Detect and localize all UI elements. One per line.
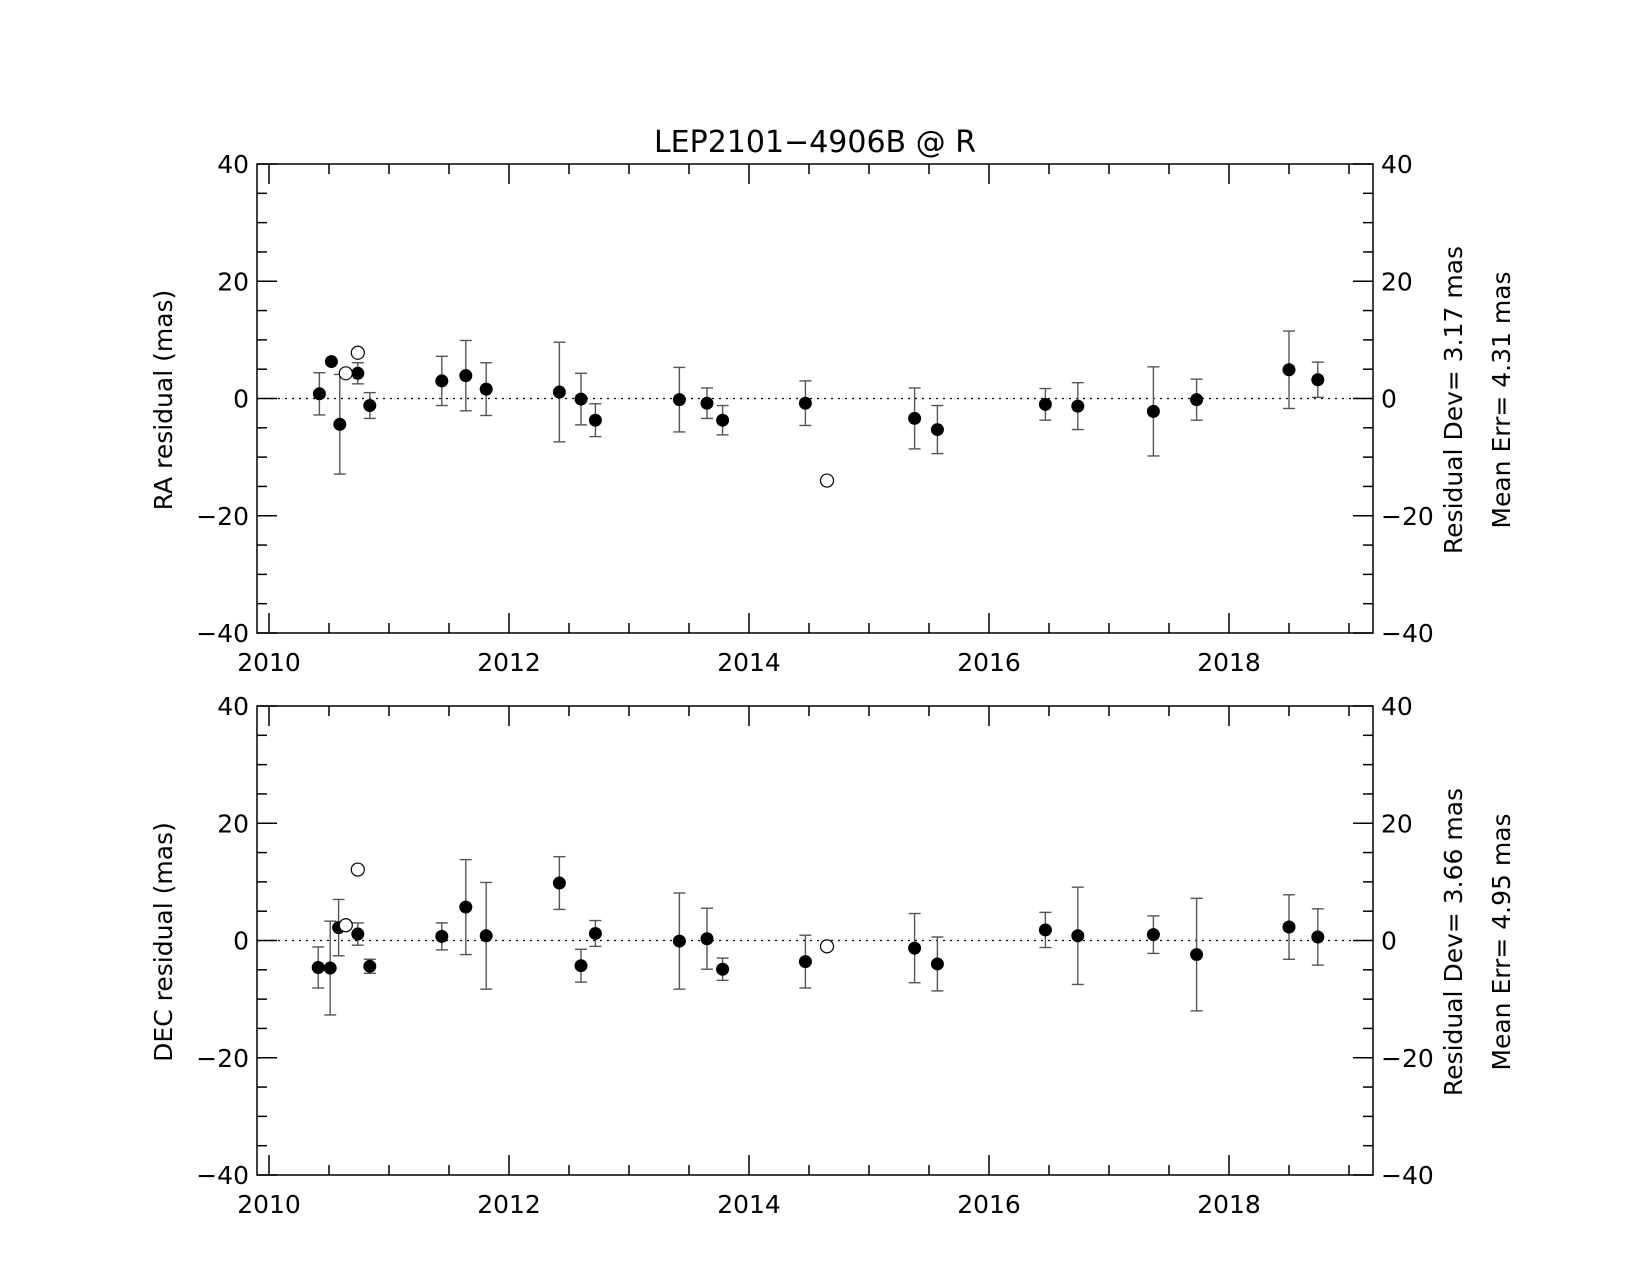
dec-open-point [819,939,835,954]
ra-data-point [312,387,326,401]
ra-data-point [574,392,588,406]
dec-mean-err-label: Mean Err= 4.95 mas [1487,813,1516,1070]
ra-y-tick-label-left: 20 [217,267,249,296]
ra-y-tick-label-right: 40 [1381,150,1413,179]
dec-data-point [700,932,714,946]
dec-data-point [1146,928,1160,942]
ra-data-point [588,413,602,427]
ra-data-point [930,423,944,437]
dec-data-point [311,960,325,974]
ra-data-point [351,366,365,380]
dec-data-point [552,876,566,890]
dec-y-tick-label-left: −40 [196,1161,249,1190]
dec-data-point [435,929,449,943]
dec-data-point [1071,929,1085,943]
dec-open-point [338,918,353,933]
ra-plot-frame [256,163,1374,634]
ra-open-point [819,473,835,488]
dec-data-point [479,929,493,943]
dec-plot-area: 2010 2012 2014 2016 2018 40 40 20 20 0 0 −20 −20 −40 −… [196,692,1434,1219]
ra-y-axis-label: RA residual (mas) [149,290,178,511]
dec-data-point [908,941,922,955]
ra-y-tick-label-right: −40 [1381,619,1434,648]
dec-data-point [798,955,812,969]
dec-panel: DEC residual (mas) Residual Dev= 3.66 ma… [149,692,1516,1219]
ra-x-tick-label: 2014 [717,648,781,677]
ra-data-point [435,374,449,388]
dec-data-point [588,926,602,940]
dec-data-point [716,962,730,976]
ra-residual-dev-label: Residual Dev= 3.17 mas [1439,246,1468,554]
ra-y-tick-label-right: 20 [1381,267,1413,296]
dec-data-point [1282,920,1296,934]
dec-x-tick-label: 2014 [717,1190,781,1219]
dec-plot-frame [256,705,1374,1176]
dec-x-tick-label: 2016 [957,1190,1021,1219]
ra-y-tick-label-left: −40 [196,619,249,648]
ra-data-point [700,396,714,410]
dec-data-point [1038,923,1052,937]
ra-data-point [908,411,922,425]
ra-data-point [1282,363,1296,377]
ra-data-point [1190,393,1204,407]
dec-x-tick-label: 2010 [237,1190,301,1219]
dec-y-axis-label: DEC residual (mas) [149,822,178,1062]
ra-open-point [338,366,353,381]
dec-y-tick-label-right: 20 [1381,809,1413,838]
ra-y-tick-label-left: 0 [233,385,249,414]
dec-residual-dev-label: Residual Dev= 3.66 mas [1439,788,1468,1096]
ra-data-point [552,385,566,399]
dec-y-tick-label-left: 40 [217,692,249,721]
ra-data-point [324,355,338,369]
ra-data-point [1311,373,1325,387]
chart-title: LEP2101−4906B @ R [654,125,976,160]
ra-data-point [333,417,347,431]
dec-open-point [350,862,365,877]
ra-open-point [350,345,365,360]
ra-mean-err-label: Mean Err= 4.31 mas [1487,271,1516,528]
ra-x-tick-label: 2012 [477,648,541,677]
ra-y-tick-label-left: −20 [196,502,249,531]
dec-y-tick-label-left: 0 [233,927,249,956]
dec-y-tick-label-left: −20 [196,1044,249,1073]
dec-x-tick-label: 2012 [477,1190,541,1219]
dec-y-tick-label-right: 0 [1381,927,1397,956]
dec-y-tick-label-right: −40 [1381,1161,1434,1190]
dec-x-tick-label: 2018 [1197,1190,1261,1219]
ra-y-tick-label-left: 40 [217,150,249,179]
dec-y-tick-label-left: 20 [217,809,249,838]
ra-data-point [716,413,730,427]
ra-y-tick-label-right: −20 [1381,502,1434,531]
dec-data-point [1311,930,1325,944]
ra-data-point [363,399,377,413]
ra-y-tick-label-right: 0 [1381,385,1397,414]
ra-data-point [1146,404,1160,418]
dec-data-point [574,959,588,973]
ra-data-point [459,369,473,383]
dec-y-tick-label-right: −20 [1381,1044,1434,1073]
dec-y-tick-label-right: 40 [1381,692,1413,721]
dec-data-point [351,927,365,941]
ra-data-point [798,396,812,410]
ra-data-point [479,382,493,396]
dec-data-point [323,961,337,975]
dec-data-point [1190,948,1204,962]
ra-data-point [1038,397,1052,411]
dec-data-point [459,900,473,914]
ra-panel: RA residual (mas) Residual Dev= 3.17 mas… [149,150,1516,677]
dec-data-point [363,959,377,973]
ra-x-tick-label: 2016 [957,648,1021,677]
dec-data-point [930,957,944,971]
ra-plot-area: 2010 2012 2014 2016 2018 40 40 20 20 0 0 −20 −20 −40 −… [196,150,1434,677]
ra-x-tick-label: 2010 [237,648,301,677]
ra-data-point [672,393,686,407]
ra-data-point [1071,399,1085,413]
ra-x-tick-label: 2018 [1197,648,1261,677]
dec-data-point [672,934,686,948]
